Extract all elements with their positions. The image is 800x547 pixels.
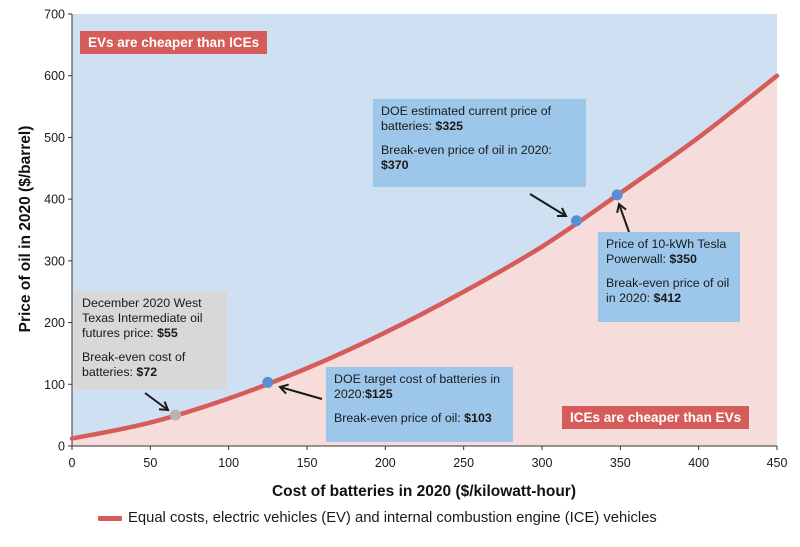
arrow-doe-current [529,193,567,217]
annotation-wti-line2: Break-even cost of batteries: $72 [82,350,186,379]
y-tick-label: 200 [44,316,65,330]
y-tick-label: 300 [44,254,65,268]
arrow-doe-target-head [278,383,289,395]
x-tick-label: 350 [610,456,631,470]
ice-region-label: ICEs are cheaper than EVs [562,406,750,429]
arrow-doe-target [279,386,323,400]
x-tick-label: 100 [218,456,239,470]
annotation-doe-target-line2: Break-even price of oil: $103 [334,411,492,425]
y-tick-label: 400 [44,193,65,207]
y-tick-label: 600 [44,69,65,83]
data-point [262,376,274,388]
annotation-doe-target: DOE target cost of batteries in 2020:$12… [326,367,513,442]
annotation-tesla-line1: Price of 10-kWh Tesla Powerwall: $350 [606,237,727,266]
x-tick-label: 50 [143,456,157,470]
arrow-tesla-head [616,202,627,214]
annotation-doe-target-line1: DOE target cost of batteries in 2020:$12… [334,372,500,401]
arrow-wti-head [158,401,170,412]
arrow-doe-current-head [556,207,568,218]
ice-cheaper-region [72,75,777,446]
arrow-tesla [618,203,630,233]
x-tick-label: 0 [69,456,76,470]
annotation-tesla-line2: Break-even price of oil in 2020: $412 [606,276,730,305]
legend: Equal costs, electric vehicles (EV) and … [98,510,657,526]
x-tick-label: 400 [688,456,709,470]
data-point [611,189,623,201]
x-tick-label: 250 [453,456,474,470]
y-axis-title: Price of oil in 2020 ($/barrel) [17,126,34,333]
legend-label: Equal costs, electric vehicles (EV) and … [128,510,657,526]
annotation-doe-current-line2: Break-even price of oil in 2020: $370 [381,143,552,172]
annotation-wti: December 2020 West Texas Intermediate oi… [74,291,227,390]
annotation-doe-current-line1: DOE estimated current price of batteries… [381,104,552,133]
x-tick-label: 150 [297,456,318,470]
data-point [570,215,582,227]
y-tick-label: 100 [44,378,65,392]
y-tick-label: 500 [44,131,65,145]
y-tick-label: 700 [44,8,65,22]
annotation-tesla: Price of 10-kWh Tesla Powerwall: $350 Br… [598,232,740,322]
x-tick-label: 450 [767,456,788,470]
x-tick-label: 300 [532,456,553,470]
equal-cost-curve [69,73,780,441]
data-point [169,409,181,421]
annotation-doe-current: DOE estimated current price of batteries… [373,99,586,187]
annotation-wti-line1: December 2020 West Texas Intermediate oi… [82,296,203,340]
y-tick-label: 0 [58,440,65,454]
legend-swatch [98,515,122,521]
x-axis-title: Cost of batteries in 2020 ($/kilowatt-ho… [272,483,576,500]
ev-region-label: EVs are cheaper than ICEs [80,31,268,54]
arrow-wti [144,392,169,411]
x-tick-label: 200 [375,456,396,470]
